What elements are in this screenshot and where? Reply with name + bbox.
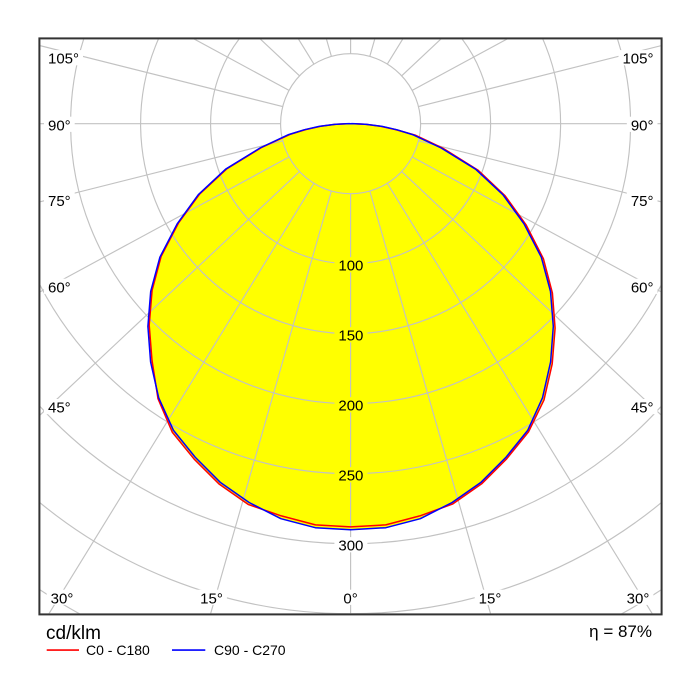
- svg-text:η = 87%: η = 87%: [589, 622, 652, 641]
- svg-text:45°: 45°: [631, 400, 654, 417]
- svg-text:C90 - C270: C90 - C270: [214, 642, 286, 658]
- svg-text:250: 250: [338, 468, 363, 485]
- svg-text:0°: 0°: [343, 590, 357, 607]
- svg-text:75°: 75°: [48, 193, 71, 210]
- svg-text:90°: 90°: [48, 117, 71, 134]
- svg-text:60°: 60°: [631, 279, 654, 296]
- svg-text:100: 100: [338, 258, 363, 275]
- svg-text:60°: 60°: [48, 279, 71, 296]
- svg-text:150: 150: [338, 328, 363, 345]
- svg-text:C0 - C180: C0 - C180: [86, 642, 150, 658]
- svg-text:200: 200: [338, 398, 363, 415]
- svg-text:15°: 15°: [200, 590, 223, 607]
- svg-text:75°: 75°: [631, 193, 654, 210]
- svg-text:90°: 90°: [631, 117, 654, 134]
- svg-text:15°: 15°: [479, 590, 502, 607]
- svg-text:cd/klm: cd/klm: [46, 623, 101, 644]
- svg-text:30°: 30°: [51, 590, 74, 607]
- svg-text:105°: 105°: [622, 51, 653, 68]
- svg-text:105°: 105°: [48, 51, 79, 68]
- svg-text:300: 300: [338, 538, 363, 555]
- svg-text:45°: 45°: [48, 400, 71, 417]
- svg-text:30°: 30°: [627, 590, 650, 607]
